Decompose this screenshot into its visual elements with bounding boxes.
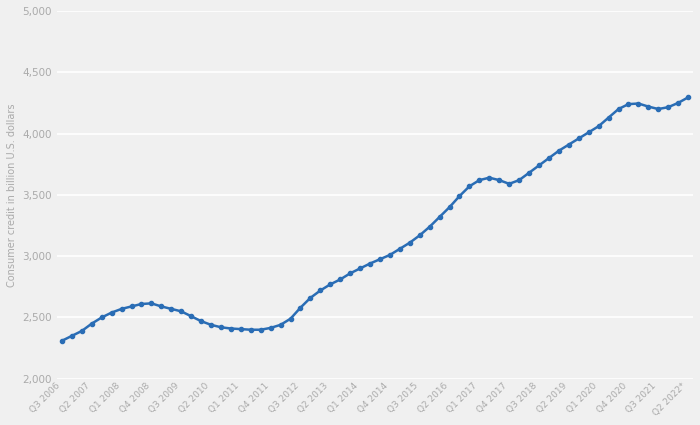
Y-axis label: Consumer credit in billion U.S. dollars: Consumer credit in billion U.S. dollars (7, 103, 17, 286)
